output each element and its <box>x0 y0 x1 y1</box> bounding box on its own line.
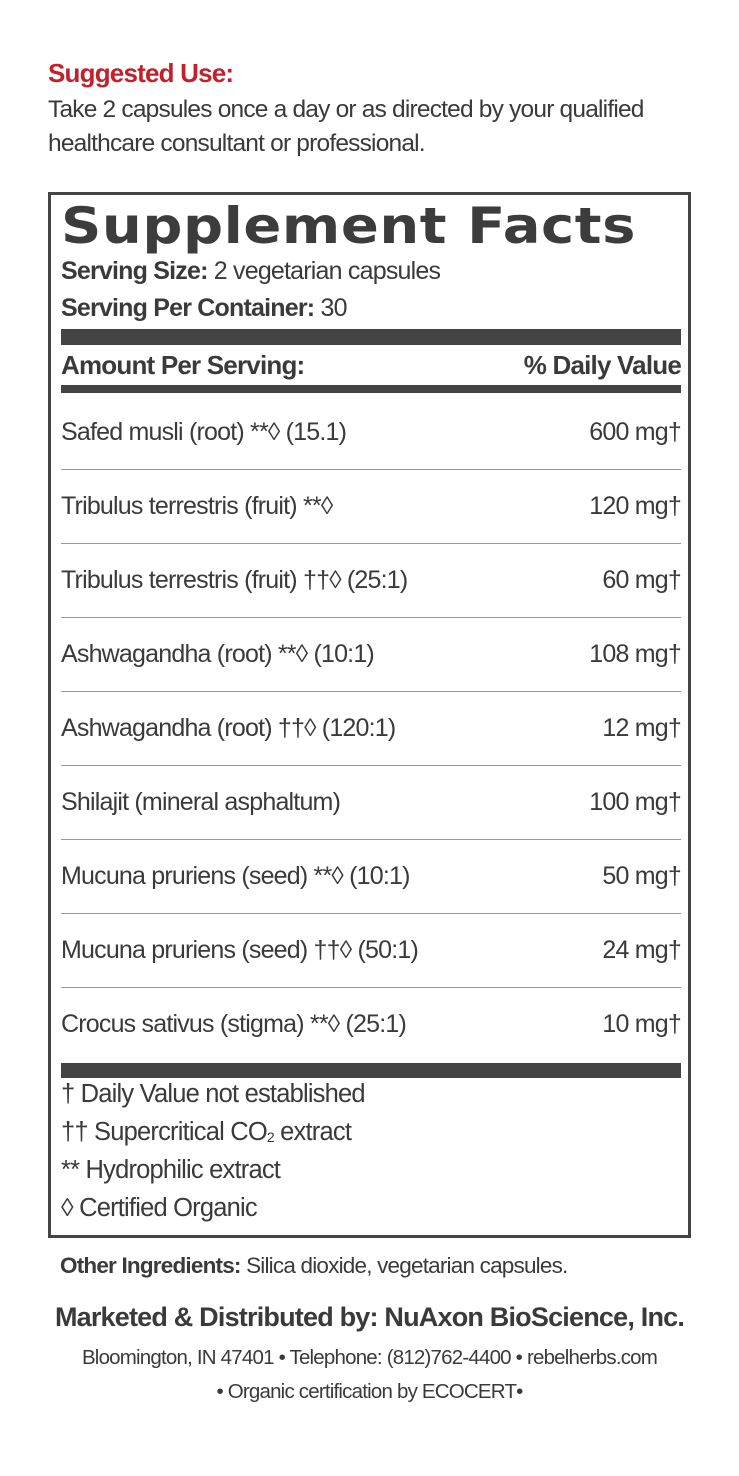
ingredient-amount: 120 mg† <box>589 492 682 520</box>
table-row: Crocus sativus (stigma) **◊ (25:1) 10 mg† <box>61 988 682 1061</box>
divider <box>61 385 681 393</box>
serving-size-label: Serving Size: <box>61 257 208 285</box>
servings-value: 30 <box>320 294 347 322</box>
ingredient-amount: 50 mg† <box>602 862 681 890</box>
ingredient-amount: 60 mg† <box>602 566 681 594</box>
footnote: †† Supercritical CO2 extract <box>61 1118 352 1147</box>
footnote-text: †† Supercritical CO <box>61 1118 268 1146</box>
header-daily-value: % Daily Value <box>523 350 682 380</box>
subscript: 2 <box>266 1129 275 1145</box>
footnote: † Daily Value not established <box>61 1080 366 1108</box>
ingredient-name: Crocus sativus (stigma) **◊ (25:1) <box>61 1010 407 1038</box>
other-ingredients: Other Ingredients: Silica dioxide, veget… <box>60 1253 568 1279</box>
table-row: Mucuna pruriens (seed) **◊ (10:1) 50 mg† <box>61 840 682 914</box>
other-ingredients-label: Other Ingredients: <box>60 1253 241 1278</box>
ingredient-amount: 108 mg† <box>589 640 682 668</box>
supplement-facts-title: Supplement Facts <box>61 197 637 255</box>
ingredient-name: Safed musli (root) **◊ (15.1) <box>61 418 347 446</box>
ingredient-amount: 12 mg† <box>602 714 681 742</box>
suggested-use-text: Take 2 capsules once a day or as directe… <box>48 96 644 123</box>
ingredient-name: Shilajit (mineral asphaltum) <box>61 788 341 816</box>
suggested-use-text: healthcare consultant or professional. <box>48 130 426 157</box>
thick-divider <box>61 329 681 345</box>
ingredient-amount: 100 mg† <box>589 788 682 816</box>
header-amount-per-serving: Amount Per Serving: <box>61 350 305 380</box>
table-row: Shilajit (mineral asphaltum) 100 mg† <box>61 766 682 840</box>
ingredient-name: Tribulus terrestris (fruit) **◊ <box>61 492 333 520</box>
table-row: Mucuna pruriens (seed) ††◊ (50:1) 24 mg† <box>61 914 682 988</box>
table-row: Tribulus terrestris (fruit) **◊ 120 mg† <box>61 470 682 544</box>
serving-size: Serving Size: 2 vegetarian capsules <box>61 257 441 286</box>
ingredient-name: Ashwagandha (root) **◊ (10:1) <box>61 640 375 668</box>
footnote-text: extract <box>273 1118 352 1146</box>
servings-label: Serving Per Container: <box>61 294 315 322</box>
supplement-facts-panel: Supplement Facts Serving Size: 2 vegetar… <box>48 192 691 1238</box>
table-row: Safed musli (root) **◊ (15.1) 600 mg† <box>61 396 682 470</box>
thick-divider <box>61 1063 681 1078</box>
suggested-use-title: Suggested Use: <box>48 58 234 88</box>
ingredient-amount: 600 mg† <box>589 418 682 446</box>
ingredient-name: Mucuna pruriens (seed) **◊ (10:1) <box>61 862 410 890</box>
ingredient-name: Ashwagandha (root) ††◊ (120:1) <box>61 714 396 742</box>
table-row: Ashwagandha (root) ††◊ (120:1) 12 mg† <box>61 692 682 766</box>
other-ingredients-value: Silica dioxide, vegetarian capsules. <box>246 1253 568 1278</box>
footnote: ** Hydrophilic extract <box>61 1156 281 1184</box>
servings-per-container: Serving Per Container: 30 <box>61 294 347 323</box>
table-row: Tribulus terrestris (fruit) ††◊ (25:1) 60… <box>61 544 682 618</box>
ingredient-amount: 10 mg† <box>602 1010 681 1038</box>
ingredient-name: Tribulus terrestris (fruit) ††◊ (25:1) <box>61 566 408 594</box>
distributor-address: Bloomington, IN 47401 • Telephone: (812)… <box>81 1346 658 1369</box>
table-row: Ashwagandha (root) **◊ (10:1) 108 mg† <box>61 618 682 692</box>
ingredient-amount: 24 mg† <box>602 936 681 964</box>
distributor-line: Marketed & Distributed by: NuAxon BioSci… <box>54 1302 685 1332</box>
certification-note: • Organic certification by ECOCERT• <box>216 1380 523 1403</box>
footnote: ◊ Certified Organic <box>61 1194 258 1222</box>
ingredient-name: Mucuna pruriens (seed) ††◊ (50:1) <box>61 936 419 964</box>
serving-size-value: 2 vegetarian capsules <box>213 257 441 285</box>
